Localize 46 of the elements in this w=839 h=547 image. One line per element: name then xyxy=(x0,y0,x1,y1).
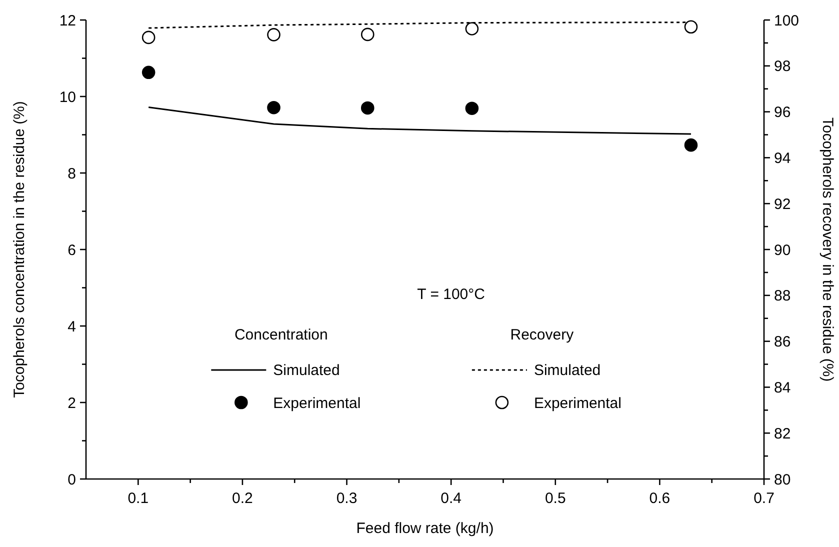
y2-tick-label: 86 xyxy=(774,334,791,351)
y-tick-label: 12 xyxy=(59,12,76,30)
legend-label: Experimental xyxy=(273,394,361,412)
x-tick-label: 0.2 xyxy=(232,490,253,507)
x-tick-label: 0.7 xyxy=(754,490,774,507)
y-axis-title: Tocopherols concentration in the residue (%) xyxy=(11,101,28,398)
point xyxy=(465,22,479,36)
y-tick-label: 6 xyxy=(68,242,76,259)
y2-tick-label: 88 xyxy=(774,288,791,305)
x-tick-label: 0.4 xyxy=(440,490,462,507)
y-tick-label: 0 xyxy=(68,471,76,488)
legend-label: Simulated xyxy=(534,362,601,380)
y-tick-label: 2 xyxy=(68,394,76,412)
x-tick-label: 0.1 xyxy=(128,490,149,507)
annotation: Concentration xyxy=(234,326,328,344)
y-tick-label: 4 xyxy=(68,318,76,336)
x-tick-label: 0.6 xyxy=(649,490,670,507)
y2-tick-label: 94 xyxy=(774,150,791,167)
legend-label: Simulated xyxy=(273,362,340,380)
y2-tick-label: 100 xyxy=(774,12,800,30)
point xyxy=(360,101,374,115)
x-axis-title: Feed flow rate (kg/h) xyxy=(356,520,494,537)
x-tick-label: 0.5 xyxy=(544,490,566,507)
y-tick-label: 10 xyxy=(59,88,76,106)
line-series xyxy=(148,106,692,135)
y2-tick-label: 82 xyxy=(774,425,791,442)
y2-tick-label: 92 xyxy=(774,196,791,213)
y2-tick-label: 84 xyxy=(774,379,791,396)
point xyxy=(684,20,698,34)
point xyxy=(684,138,698,152)
point xyxy=(142,30,156,44)
point xyxy=(267,100,280,114)
y2-tick-label: 96 xyxy=(774,104,791,122)
annotation: Recovery xyxy=(510,326,574,344)
y2-axis-title: Tocopherols recovery in the residue (%) xyxy=(819,117,836,382)
x-tick-label: 0.3 xyxy=(336,490,358,507)
point xyxy=(360,28,374,42)
y2-tick-label: 80 xyxy=(774,471,791,488)
annotation: T = 100°C xyxy=(417,286,486,304)
point xyxy=(465,102,479,116)
legend-label: Experimental xyxy=(534,394,622,412)
y2-tick-label: 90 xyxy=(774,242,791,259)
y-tick-label: 8 xyxy=(68,165,76,182)
y2-tick-label: 98 xyxy=(774,58,791,76)
point xyxy=(267,28,280,42)
point xyxy=(142,66,156,80)
